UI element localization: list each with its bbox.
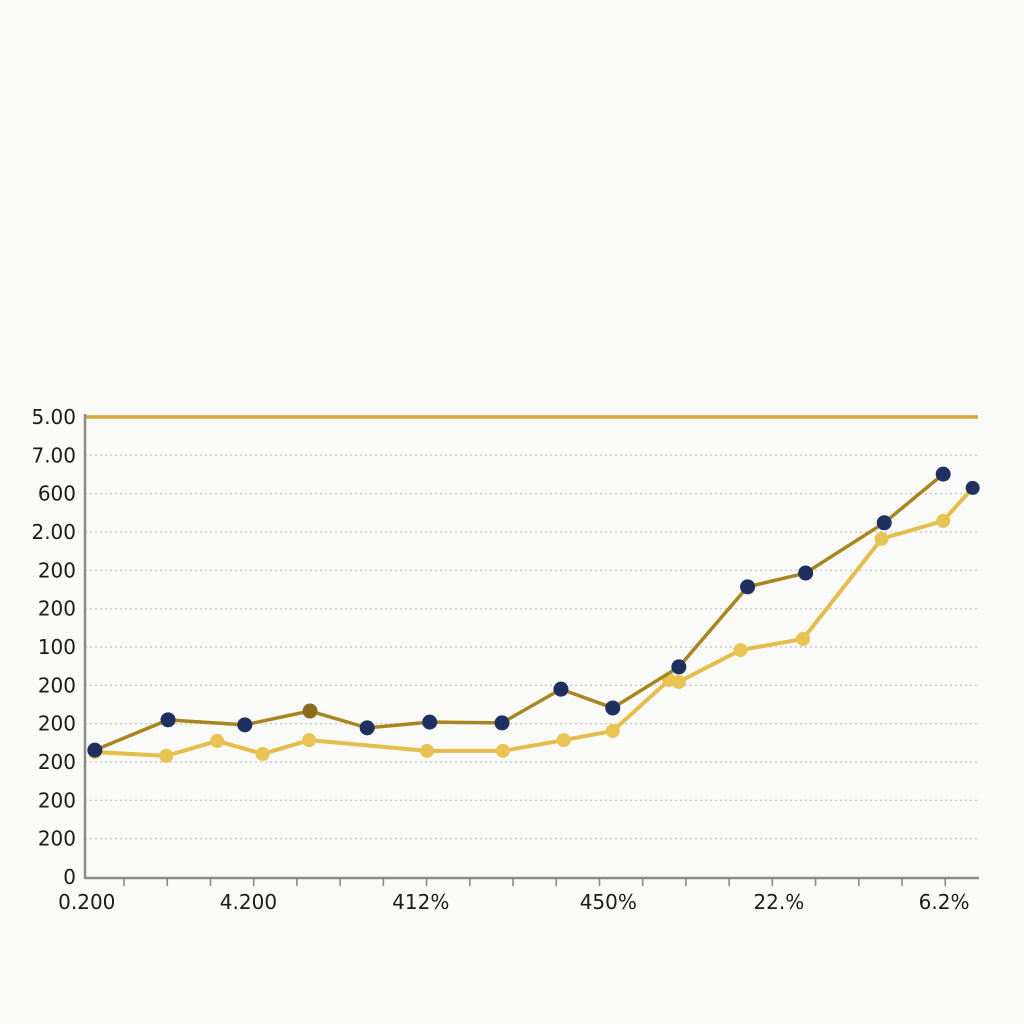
navy-series-point-marker [553, 681, 569, 697]
y-tick-label: 200 [38, 558, 76, 582]
y-tick-label: 100 [38, 635, 76, 659]
navy-series-point-marker [671, 659, 687, 675]
navy-series-line [93, 472, 945, 752]
navy-series-point-marker [494, 715, 510, 731]
y-tick-label: 200 [38, 750, 76, 774]
y-tick-label: 0 [63, 865, 76, 889]
gold-series-point-marker [733, 643, 748, 658]
gold-series-point-marker [255, 746, 270, 761]
y-tick-label: 200 [38, 673, 76, 697]
x-tick-label: 450% [580, 890, 637, 914]
x-tick-label: 0.200 [58, 890, 115, 914]
gold-series-line [92, 485, 975, 758]
navy-series-point-marker [605, 700, 621, 716]
y-tick-label: 200 [38, 827, 76, 851]
navy-series-point-marker [740, 579, 756, 595]
gold-series-point-marker [420, 743, 435, 758]
y-tick-label: 7.00 [31, 443, 76, 467]
navy-series-point-marker [876, 515, 892, 531]
gold-series-point-marker [495, 743, 510, 758]
gold-series-point-marker [210, 733, 225, 748]
y-tick-label: 2.00 [31, 520, 76, 544]
navy-series-point-marker [302, 703, 318, 719]
navy-series-point-marker [935, 466, 951, 482]
gold-series-point-marker [965, 480, 980, 495]
x-tick-label: 412% [392, 890, 449, 914]
y-tick-label: 200 [38, 597, 76, 621]
navy-series-point-marker [359, 720, 375, 736]
navy-series-point-marker [87, 742, 103, 758]
gold-series-point-marker [302, 733, 317, 748]
gold-series-point-marker [936, 513, 951, 528]
y-tick-label: 200 [38, 788, 76, 812]
y-tick-label: 5.00 [31, 405, 76, 429]
gold-series-point-marker [556, 733, 571, 748]
gold-series-point-marker [795, 631, 810, 646]
navy-series-point-marker [160, 712, 176, 728]
x-tick-label: 4.200 [220, 890, 277, 914]
x-tick-label: 22.% [753, 890, 804, 914]
gold-series-point-marker [874, 531, 889, 546]
gold-series-point-marker [605, 723, 620, 738]
gold-series-point-marker [671, 674, 686, 689]
navy-series-point-marker [422, 714, 438, 730]
navy-series-point-marker [798, 565, 814, 581]
y-tick-label: 200 [38, 712, 76, 736]
gold-series-point-marker [159, 748, 174, 763]
x-tick-label: 6.2% [919, 890, 970, 914]
navy-series-point-marker [237, 717, 253, 733]
y-tick-label: 600 [38, 482, 76, 506]
